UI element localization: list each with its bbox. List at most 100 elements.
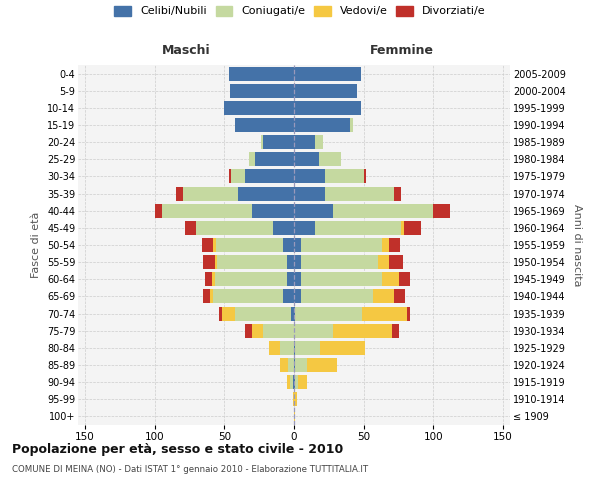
Bar — [287, 375, 290, 389]
Bar — [294, 135, 315, 149]
Bar — [235, 306, 291, 320]
Bar — [294, 392, 297, 406]
Bar — [294, 410, 295, 424]
Y-axis label: Anni di nascita: Anni di nascita — [572, 204, 583, 286]
Bar — [217, 255, 287, 269]
Bar — [294, 118, 350, 132]
Bar — [263, 135, 294, 149]
Text: COMUNE DI MEINA (NO) - Dati ISTAT 1° gennaio 2010 - Elaborazione TUTTITALIA.IT: COMUNE DI MEINA (NO) - Dati ISTAT 1° gen… — [12, 466, 368, 474]
Bar — [252, 324, 263, 338]
Bar — [295, 341, 320, 355]
Bar — [238, 186, 294, 200]
Bar — [230, 84, 294, 98]
Bar — [291, 306, 294, 320]
Bar — [401, 221, 404, 235]
Bar — [185, 221, 196, 235]
Bar — [294, 341, 295, 355]
Bar — [294, 186, 325, 200]
Bar — [394, 290, 406, 304]
Bar — [203, 255, 215, 269]
Bar — [325, 170, 364, 183]
Bar — [176, 186, 182, 200]
Bar — [333, 324, 392, 338]
Bar — [294, 324, 333, 338]
Bar — [273, 221, 294, 235]
Bar — [350, 118, 353, 132]
Bar — [290, 375, 293, 389]
Bar — [301, 255, 377, 269]
Bar — [394, 186, 401, 200]
Bar — [280, 358, 289, 372]
Bar — [216, 238, 283, 252]
Bar — [301, 290, 373, 304]
Bar — [389, 255, 403, 269]
Bar — [294, 306, 295, 320]
Bar — [433, 204, 450, 218]
Bar — [315, 135, 323, 149]
Bar — [293, 392, 294, 406]
Bar — [196, 221, 273, 235]
Bar — [202, 238, 213, 252]
Bar — [407, 306, 410, 320]
Bar — [294, 221, 315, 235]
Bar — [295, 306, 362, 320]
Bar — [398, 272, 410, 286]
Bar — [212, 272, 215, 286]
Bar — [211, 290, 213, 304]
Bar — [294, 204, 333, 218]
Bar — [250, 152, 255, 166]
Bar — [263, 324, 294, 338]
Bar — [377, 255, 389, 269]
Y-axis label: Fasce di età: Fasce di età — [31, 212, 41, 278]
Bar — [293, 375, 294, 389]
Bar — [213, 290, 283, 304]
Bar — [203, 290, 211, 304]
Bar — [364, 170, 367, 183]
Bar — [373, 290, 394, 304]
Bar — [325, 186, 394, 200]
Text: Maschi: Maschi — [161, 44, 211, 58]
Bar — [235, 118, 294, 132]
Bar — [205, 272, 212, 286]
Bar — [382, 238, 389, 252]
Bar — [320, 341, 365, 355]
Bar — [224, 101, 294, 115]
Bar — [215, 255, 217, 269]
Bar — [213, 238, 216, 252]
Bar — [287, 272, 294, 286]
Bar — [404, 221, 421, 235]
Bar — [260, 135, 263, 149]
Bar — [294, 66, 361, 80]
Bar — [294, 290, 301, 304]
Bar — [382, 272, 398, 286]
Bar — [301, 272, 382, 286]
Bar — [289, 358, 294, 372]
Bar — [182, 186, 238, 200]
Bar — [294, 255, 301, 269]
Bar — [283, 290, 294, 304]
Bar — [295, 375, 298, 389]
Bar — [294, 272, 301, 286]
Bar — [294, 152, 319, 166]
Bar — [294, 375, 295, 389]
Bar — [215, 272, 287, 286]
Bar — [231, 170, 245, 183]
Bar — [362, 306, 407, 320]
Bar — [301, 238, 382, 252]
Bar — [295, 358, 307, 372]
Bar — [161, 204, 252, 218]
Bar — [255, 152, 294, 166]
Bar — [294, 84, 357, 98]
Bar — [245, 324, 252, 338]
Bar — [333, 204, 433, 218]
Legend: Celibi/Nubili, Coniugati/e, Vedovi/e, Divorziati/e: Celibi/Nubili, Coniugati/e, Vedovi/e, Di… — [115, 6, 485, 16]
Bar — [155, 204, 161, 218]
Bar — [219, 306, 221, 320]
Bar — [392, 324, 398, 338]
Bar — [294, 238, 301, 252]
Bar — [229, 170, 231, 183]
Bar — [229, 66, 294, 80]
Text: Femmine: Femmine — [370, 44, 434, 58]
Text: Popolazione per età, sesso e stato civile - 2010: Popolazione per età, sesso e stato civil… — [12, 442, 343, 456]
Bar — [298, 375, 307, 389]
